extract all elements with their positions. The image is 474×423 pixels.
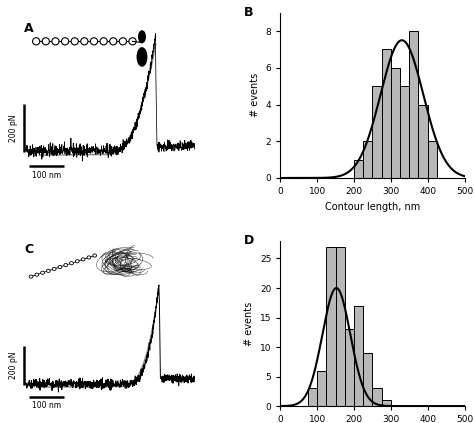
Y-axis label: # events: # events	[244, 301, 255, 346]
Bar	[400, 86, 409, 178]
Bar	[382, 49, 391, 178]
Ellipse shape	[119, 38, 127, 45]
Ellipse shape	[46, 269, 50, 272]
Ellipse shape	[41, 271, 45, 275]
Bar	[419, 104, 428, 178]
Bar	[336, 247, 345, 406]
Text: A: A	[24, 22, 34, 35]
Ellipse shape	[52, 38, 59, 45]
Bar	[354, 306, 363, 406]
Ellipse shape	[62, 38, 69, 45]
Ellipse shape	[35, 273, 39, 276]
Ellipse shape	[81, 38, 88, 45]
Ellipse shape	[87, 256, 91, 259]
Ellipse shape	[75, 260, 79, 263]
Bar	[373, 388, 382, 406]
Ellipse shape	[70, 261, 73, 265]
Bar	[327, 247, 336, 406]
Bar	[382, 400, 391, 406]
Text: C: C	[24, 243, 33, 256]
Ellipse shape	[81, 258, 85, 261]
Ellipse shape	[93, 254, 97, 257]
Bar	[428, 141, 437, 178]
Text: D: D	[244, 234, 254, 247]
Ellipse shape	[52, 267, 56, 270]
Ellipse shape	[129, 38, 136, 45]
Ellipse shape	[100, 38, 107, 45]
Ellipse shape	[33, 38, 40, 45]
Text: B: B	[244, 6, 253, 19]
Ellipse shape	[71, 38, 78, 45]
Bar	[409, 31, 419, 178]
Bar	[317, 371, 327, 406]
Text: 200 pN: 200 pN	[9, 114, 18, 142]
Bar	[308, 388, 317, 406]
Text: 200 pN: 200 pN	[9, 352, 18, 379]
Ellipse shape	[42, 38, 49, 45]
Ellipse shape	[137, 48, 147, 66]
Bar	[373, 86, 382, 178]
Ellipse shape	[139, 31, 145, 43]
Y-axis label: # events: # events	[250, 73, 260, 118]
Ellipse shape	[58, 266, 62, 269]
Bar	[363, 353, 373, 406]
Bar	[345, 330, 354, 406]
Bar	[363, 141, 373, 178]
Bar	[354, 159, 363, 178]
X-axis label: Contour length, nm: Contour length, nm	[325, 202, 420, 212]
Ellipse shape	[64, 264, 68, 266]
Bar	[391, 68, 400, 178]
Ellipse shape	[29, 275, 33, 278]
Ellipse shape	[91, 38, 98, 45]
Text: 100 nm: 100 nm	[32, 171, 61, 181]
Ellipse shape	[109, 38, 117, 45]
Text: 100 nm: 100 nm	[32, 401, 61, 410]
